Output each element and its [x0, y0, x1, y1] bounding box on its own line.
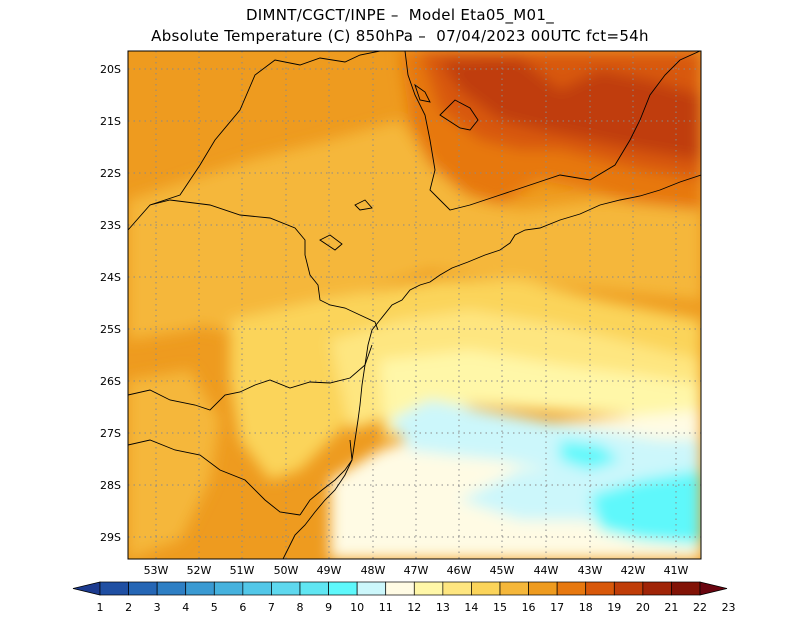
lat-label: 24S [100, 271, 121, 284]
lon-label: 48W [361, 564, 386, 577]
latitude-labels: 20S 21S 22S 23S 24S 25S 26S 27S 28S 29S [100, 63, 121, 544]
legend-label: 13 [436, 601, 450, 614]
legend-label: 16 [522, 601, 536, 614]
legend-swatch [671, 581, 701, 596]
longitude-labels: 53W 52W 51W 50W 49W 48W 47W 46W 45W 44W … [144, 564, 689, 577]
lon-label: 43W [578, 564, 603, 577]
legend-label: 10 [350, 601, 364, 614]
legend-arrow-low [72, 581, 101, 596]
legend-swatch [128, 581, 158, 596]
legend-swatch [185, 581, 215, 596]
lon-label: 42W [621, 564, 646, 577]
legend-swatch [585, 581, 615, 596]
legend-swatch [613, 581, 644, 596]
legend-label: 17 [550, 601, 564, 614]
legend-label: 22 [693, 601, 707, 614]
legend-swatch [385, 581, 415, 596]
lat-label: 22S [100, 167, 121, 180]
legend-arrow-high [699, 581, 728, 596]
legend-label: 15 [493, 601, 507, 614]
lon-label: 52W [187, 564, 212, 577]
legend-swatch [528, 581, 558, 596]
lat-label: 27S [100, 427, 121, 440]
legend-swatch [213, 581, 244, 596]
lat-label: 29S [100, 531, 121, 544]
lon-label: 53W [144, 564, 169, 577]
legend-label: 11 [379, 601, 393, 614]
lat-label: 28S [100, 479, 121, 492]
lon-label: 41W [664, 564, 689, 577]
lon-label: 45W [490, 564, 515, 577]
legend-label: 23 [722, 601, 736, 614]
legend-swatch [99, 581, 129, 596]
lon-label: 47W [404, 564, 429, 577]
political-borders [128, 51, 701, 516]
lat-label: 21S [100, 115, 121, 128]
lon-label: 50W [274, 564, 299, 577]
legend-label: 6 [239, 601, 246, 614]
lat-label: 25S [100, 323, 121, 336]
legend-label: 8 [297, 601, 304, 614]
map-frame [127, 50, 702, 560]
legend-label: 4 [182, 601, 189, 614]
legend-label: 19 [607, 601, 621, 614]
lon-label: 51W [230, 564, 255, 577]
lat-label: 26S [100, 375, 121, 388]
coastline [282, 83, 701, 559]
legend-label: 12 [407, 601, 421, 614]
color-legend: 1 2 3 4 5 6 7 8 9 10 11 12 13 14 15 16 17 18 19 20 21 22 23 [72, 581, 736, 614]
legend-label: 14 [464, 601, 478, 614]
legend-label: 21 [664, 601, 678, 614]
legend-label: 3 [154, 601, 161, 614]
legend-swatch [242, 581, 272, 596]
legend-label: 9 [325, 601, 332, 614]
lon-label: 44W [534, 564, 559, 577]
legend-swatch [413, 581, 444, 596]
title-line-1: DIMNT/CGCT/INPE – Model Eta05_M01_ [245, 6, 555, 24]
legend-swatch [299, 581, 329, 596]
legend-swatch [499, 581, 529, 596]
lon-label: 46W [447, 564, 472, 577]
legend-label: 20 [636, 601, 650, 614]
legend-swatch [356, 581, 387, 596]
lat-label: 23S [100, 219, 121, 232]
legend-swatch [556, 581, 587, 596]
temperature-field [128, 51, 701, 559]
legend-label: 5 [211, 601, 218, 614]
legend-swatch [442, 581, 472, 596]
lon-label: 49W [317, 564, 342, 577]
legend-label: 7 [268, 601, 275, 614]
legend-label: 18 [579, 601, 593, 614]
legend-swatch [642, 581, 672, 596]
legend-swatch [471, 581, 501, 596]
legend-swatch [156, 581, 187, 596]
legend-label: 1 [97, 601, 104, 614]
lat-label: 20S [100, 63, 121, 76]
title-line-2: Absolute Temperature (C) 850hPa – 07/04/… [151, 27, 649, 45]
legend-label: 2 [125, 601, 132, 614]
legend-swatch [271, 581, 301, 596]
legend-swatch [328, 581, 358, 596]
